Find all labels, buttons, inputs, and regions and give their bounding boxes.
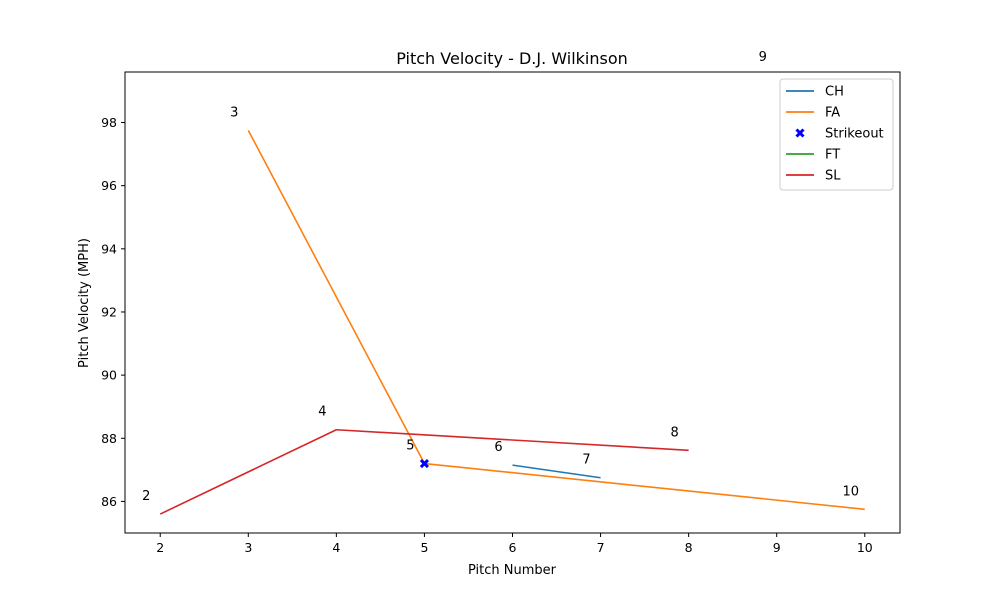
y-tick-label: 90 — [101, 368, 117, 383]
x-tick-label: 9 — [773, 540, 781, 555]
pitch-number-label: 10 — [842, 484, 859, 499]
pitch-number-label: 2 — [142, 489, 150, 504]
x-tick-label: 4 — [332, 540, 340, 555]
pitch-number-label: 4 — [318, 405, 326, 420]
y-tick-label: 98 — [101, 115, 117, 130]
x-tick-label: 7 — [597, 540, 605, 555]
legend-label: FA — [825, 106, 840, 121]
series-line-ch — [512, 464, 601, 479]
pitch-number-label: 6 — [494, 440, 502, 455]
legend-label: Strikeout — [825, 127, 884, 142]
legend-marker — [795, 128, 805, 138]
series-line-sl — [159, 428, 689, 515]
chart-title: Pitch Velocity - D.J. Wilkinson — [396, 49, 628, 68]
x-tick-label: 10 — [857, 540, 873, 555]
pitch-number-label: 3 — [230, 105, 238, 120]
x-tick-label: 2 — [156, 540, 164, 555]
x-tick-label: 5 — [420, 540, 428, 555]
pitch-number-label: 8 — [670, 425, 678, 440]
y-tick-label: 92 — [101, 304, 117, 319]
x-tick-label: 3 — [244, 540, 252, 555]
legend: CH FA Strikeout FT SL — [779, 78, 894, 191]
y-tick-label: 86 — [101, 494, 117, 509]
plot-frame — [124, 71, 901, 534]
y-tick-label: 96 — [101, 178, 117, 193]
point-labels: 2 3 4 5 6 7 8 9 10 — [142, 50, 859, 504]
y-axis-label: Pitch Velocity (MPH) — [77, 238, 92, 368]
y-tick-label: 94 — [101, 241, 117, 256]
legend-box — [779, 78, 894, 191]
x-axis-label: Pitch Number — [468, 563, 557, 578]
legend-label: SL — [825, 169, 841, 184]
legend-label: CH — [825, 85, 844, 100]
plot-series — [159, 130, 865, 515]
x-tick-label: 6 — [509, 540, 517, 555]
legend-label: FT — [825, 148, 840, 163]
strikeout-marker — [419, 458, 429, 469]
y-tick-label: 88 — [101, 431, 117, 446]
pitch-number-label: 5 — [406, 439, 414, 454]
x-tick-label: 8 — [685, 540, 693, 555]
pitch-number-label: 7 — [582, 453, 590, 468]
pitch-number-label: 9 — [759, 50, 767, 65]
